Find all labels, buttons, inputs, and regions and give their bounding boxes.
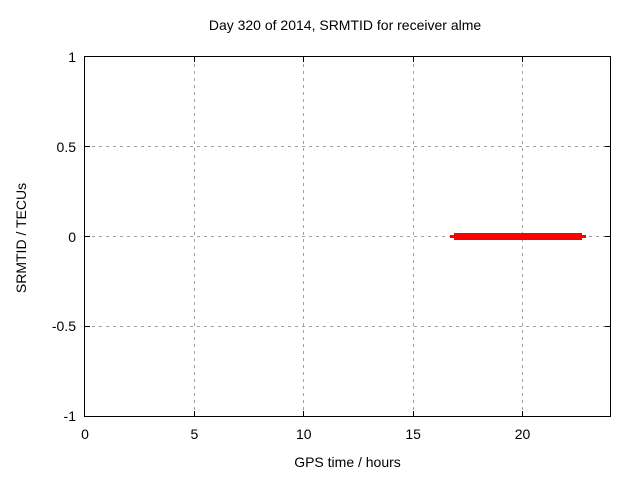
y-tick-left [85, 325, 90, 327]
y-tick-right [605, 146, 610, 148]
x-tick-label: 20 [514, 426, 531, 442]
y-gridline [85, 325, 610, 327]
x-tick-label: 10 [295, 426, 312, 442]
x-tick-bottom [412, 411, 414, 416]
x-tick-label: 15 [405, 426, 421, 442]
x-tick-bottom [193, 411, 195, 416]
y-gridline [85, 146, 610, 148]
x-tick-bottom [303, 411, 305, 416]
plot-area: 0 5 10 15 20 -1 -0.5 0 0.5 1 [52, 49, 611, 442]
x-tick-top [522, 57, 523, 62]
y-tick-right [605, 325, 610, 327]
y-tick-label: 0 [68, 228, 76, 245]
data-line-cap [450, 235, 455, 238]
y-tick-label: 1 [68, 49, 76, 65]
y-tick-left [85, 236, 90, 237]
y-tick-label: -0.5 [51, 318, 76, 335]
x-tick-bottom [522, 411, 523, 416]
chart-title: Day 320 of 2014, SRMTID for receiver alm… [208, 17, 482, 33]
y-tick-label: -1 [63, 408, 76, 424]
x-tick-top [193, 57, 195, 62]
data-line-segment [454, 233, 582, 240]
x-tick-label: 5 [190, 426, 199, 442]
y-tick-label: 0.5 [56, 138, 76, 155]
y-tick-left [85, 146, 90, 148]
y-tick-right [605, 236, 610, 237]
x-tick-top [303, 57, 305, 62]
x-tick-top [412, 57, 414, 62]
data-line-cap [581, 235, 586, 238]
x-axis-label: GPS time / hours [294, 454, 401, 470]
x-tick-label: 0 [81, 426, 89, 442]
y-gridline [85, 236, 610, 237]
